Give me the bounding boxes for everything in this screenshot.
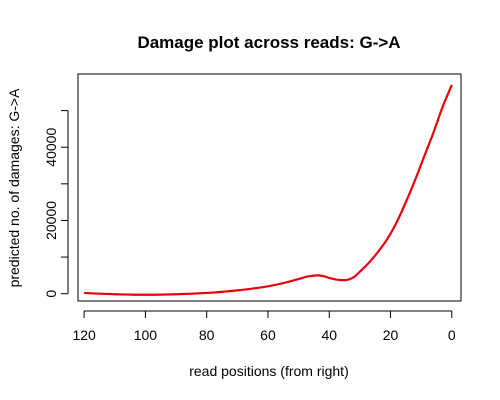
- y-tick-label: 20000: [43, 201, 59, 240]
- series-layer: [84, 84, 453, 296]
- x-axis: 120 100 80 60 40 20 0: [72, 310, 456, 343]
- y-tick-label: 40000: [43, 128, 59, 167]
- x-tick-label: 120: [72, 327, 96, 343]
- x-tick-label: 80: [199, 327, 215, 343]
- x-tick-label: 20: [383, 327, 399, 343]
- x-tick-label: 40: [321, 327, 337, 343]
- chart-title: Damage plot across reads: G->A: [137, 33, 400, 52]
- series-line: [84, 84, 453, 296]
- x-axis-label: read positions (from right): [189, 363, 349, 379]
- plot-frame: [77, 73, 462, 302]
- y-axis: 0 20000 40000: [43, 110, 69, 298]
- x-tick-label: 0: [448, 327, 456, 343]
- y-tick-label: 0: [43, 290, 59, 298]
- x-tick-label: 60: [260, 327, 276, 343]
- y-axis-label: predicted no. of damages: G->A: [6, 88, 22, 287]
- x-tick-label: 100: [134, 327, 158, 343]
